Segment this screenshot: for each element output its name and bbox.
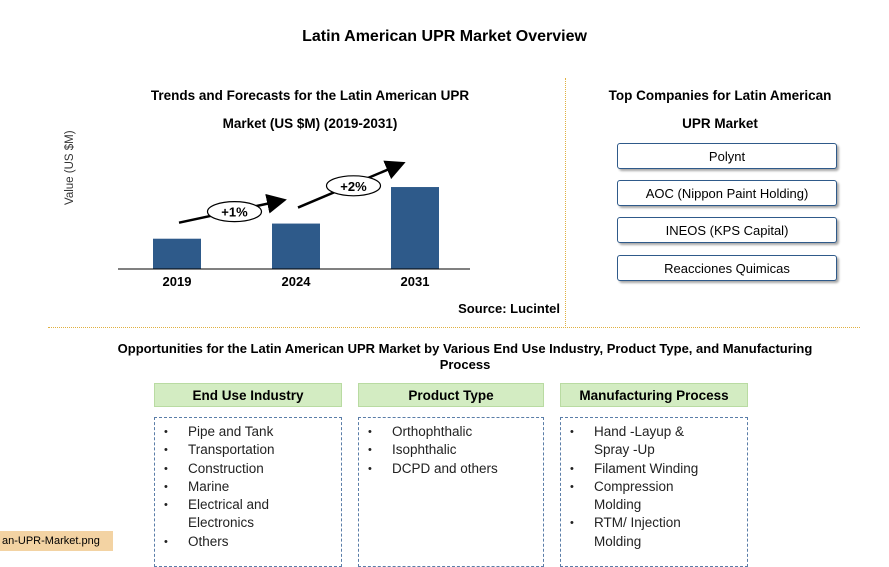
list-item: Isophthalic [365, 441, 539, 460]
bar-2031 [391, 187, 439, 269]
chart-title-line-1: Trends and Forecasts for the Latin Ameri… [150, 88, 470, 103]
category-header-manufacturing: Manufacturing Process [560, 383, 748, 407]
bar-2024 [272, 223, 320, 269]
x-tick-label: 2031 [401, 274, 430, 289]
list-item: Hand -Layup & Spray -Up [567, 423, 704, 460]
opportunities-title: Opportunities for the Latin American UPR… [70, 341, 860, 373]
company-box: Polynt [617, 143, 837, 169]
list-item: Orthophthalic [365, 423, 539, 442]
list-item: Marine [161, 478, 337, 497]
category-list-product-type: Orthophthalic Isophthalic DCPD and other… [358, 417, 544, 567]
horizontal-divider [48, 327, 860, 328]
list-item: Construction [161, 460, 337, 479]
opportunities-title-line-2: Process [439, 357, 491, 372]
chart-title: Trends and Forecasts for the Latin Ameri… [110, 82, 510, 138]
companies-title-line-2: UPR Market [682, 116, 758, 131]
list-item: RTM/ Injection Molding [567, 514, 704, 551]
chart-source: Source: Lucintel [458, 301, 560, 316]
growth-label: +2% [340, 179, 367, 194]
list-item: Filament Winding [567, 460, 743, 479]
list-item: Others [161, 533, 337, 552]
vertical-divider [565, 78, 566, 326]
list-item: Compression Molding [567, 478, 689, 515]
bar-2019 [153, 238, 201, 269]
bar-chart: 2019 2024 2031 +1% +2% [118, 160, 470, 289]
filename-tag: an-UPR-Market.png [0, 531, 113, 551]
x-tick-label: 2019 [163, 274, 192, 289]
growth-bubble [325, 175, 382, 197]
category-list-end-use: Pipe and Tank Transportation Constructio… [154, 417, 342, 567]
category-list-manufacturing: Hand -Layup & Spray -Up Filament Winding… [560, 417, 748, 567]
category-header-end-use: End Use Industry [154, 383, 342, 407]
companies-title-line-1: Top Companies for Latin American [608, 88, 832, 103]
company-box: AOC (Nippon Paint Holding) [617, 180, 837, 206]
list-item: Transportation [161, 441, 337, 460]
list-item: Electrical and Electronics [161, 496, 288, 533]
chart-title-line-2: Market (US $M) (2019-2031) [222, 116, 398, 131]
list-item: DCPD and others [365, 460, 539, 479]
companies-title: Top Companies for Latin American UPR Mar… [585, 82, 855, 138]
growth-label: +1% [221, 205, 248, 220]
growth-bubble [206, 201, 263, 223]
list-item: Pipe and Tank [161, 423, 337, 442]
page-title: Latin American UPR Market Overview [302, 28, 587, 45]
company-box: Reacciones Quimicas [617, 255, 837, 281]
company-box: INEOS (KPS Capital) [617, 217, 837, 243]
x-tick-label: 2024 [282, 274, 312, 289]
category-header-product-type: Product Type [358, 383, 544, 407]
opportunities-title-line-1: Opportunities for the Latin American UPR… [117, 341, 813, 356]
